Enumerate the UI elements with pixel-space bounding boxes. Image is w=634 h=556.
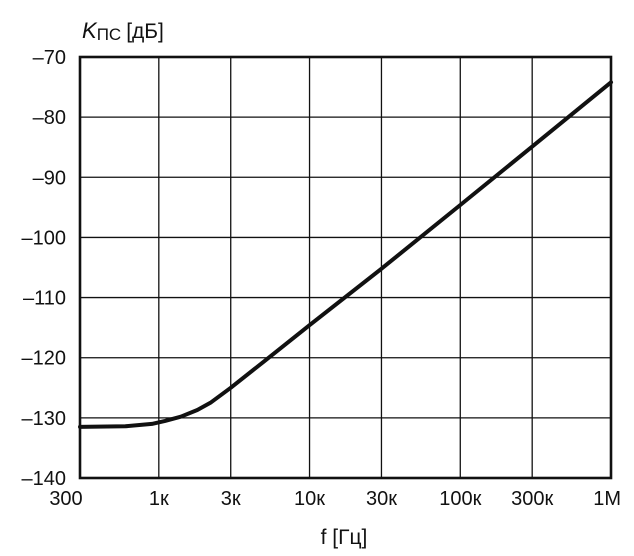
- y-tick-label: –70: [33, 47, 66, 69]
- y-axis-label-unit: [дБ]: [126, 20, 164, 43]
- x-axis-label: f [Гц]: [321, 526, 368, 549]
- y-tick-label: –100: [22, 227, 67, 249]
- x-tick-label: 100к: [439, 488, 481, 510]
- x-tick-label: 30к: [366, 488, 397, 510]
- series-layer: [78, 80, 613, 429]
- y-tick-labels: –70 –80 –90 –100 –110 –120 –130 –140: [22, 47, 67, 490]
- x-tick-label: 10к: [294, 488, 325, 510]
- x-tick-label: 3к: [221, 488, 241, 510]
- plot-frame: [78, 55, 613, 480]
- y-tick-label: –120: [22, 348, 67, 370]
- series-line: [78, 80, 613, 429]
- y-axis-label-subscript: ПС: [97, 25, 122, 44]
- y-tick-label: –130: [22, 408, 67, 430]
- y-axis-label: KПС [дБ]: [82, 18, 164, 44]
- y-tick-label: –110: [23, 288, 66, 310]
- x-tick-labels: 300 1к 3к 10к 30к 100к 300к 1М: [49, 488, 621, 510]
- y-tick-label: –140: [22, 468, 67, 490]
- x-tick-label: 300: [49, 488, 82, 510]
- y-axis-label-symbol: K: [82, 18, 98, 43]
- x-tick-label: 1к: [149, 488, 169, 510]
- grid: [79, 56, 612, 479]
- x-tick-label: 300к: [511, 488, 553, 510]
- y-tick-label: –90: [33, 167, 66, 189]
- y-tick-label: –80: [33, 107, 66, 129]
- x-tick-label: 1М: [593, 488, 621, 510]
